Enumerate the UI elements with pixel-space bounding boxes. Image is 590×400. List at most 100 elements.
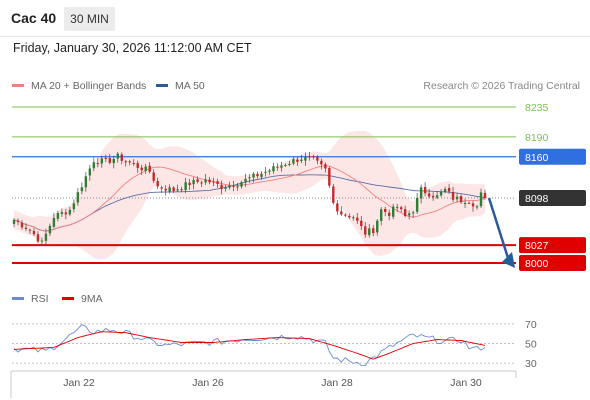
bollinger-band: [14, 131, 485, 260]
candle-body: [76, 192, 80, 203]
candle-body: [16, 220, 20, 222]
candle-body: [96, 163, 100, 165]
level-tag-8000: [519, 255, 586, 271]
candle-body: [308, 156, 311, 158]
candle-body: [423, 186, 427, 194]
candle-body: [419, 187, 423, 199]
candle-body: [479, 192, 483, 207]
candle-body: [192, 179, 195, 185]
candle-body: [164, 188, 167, 191]
level-label-8235: 8235: [525, 102, 549, 114]
candle-body: [224, 187, 227, 189]
ma20-swatch: [12, 83, 24, 87]
candle-body: [471, 203, 475, 207]
candle-body: [28, 229, 32, 231]
candle-body: [152, 172, 155, 181]
legend-rsi-label: RSI: [31, 293, 49, 305]
candle-body: [240, 182, 243, 187]
candle-body: [264, 171, 267, 173]
candle-body: [348, 215, 351, 218]
legend-ma50: MA 50: [156, 80, 205, 92]
ma50-swatch: [156, 83, 168, 87]
candle-body: [324, 164, 327, 169]
candle-body: [364, 226, 367, 235]
candle-body: [336, 203, 339, 212]
candle-body: [431, 195, 435, 198]
candle-body: [403, 209, 407, 216]
candle-body: [312, 156, 315, 158]
candle-body: [128, 161, 131, 163]
legend-ma20: MA 20 + Bollinger Bands: [12, 80, 146, 92]
candle-body: [56, 213, 60, 219]
candle-body: [24, 227, 28, 230]
candle-body: [120, 154, 123, 161]
candle-body: [284, 164, 287, 166]
candle-body: [40, 240, 44, 242]
candle-body: [395, 206, 399, 208]
candle-body: [116, 153, 119, 159]
candle-body: [88, 168, 92, 176]
forecast-arrow-shaft: [487, 197, 510, 259]
candle-body: [427, 193, 431, 197]
level-label-8000: 8000: [525, 258, 549, 270]
candle-body: [304, 157, 307, 161]
level-label-8027: 8027: [525, 240, 549, 252]
candle-body: [415, 197, 419, 212]
candle-body: [200, 182, 203, 184]
candle-body: [356, 217, 359, 221]
candle-body: [20, 222, 24, 228]
candle-body: [136, 163, 139, 168]
candle-body: [68, 209, 72, 215]
candle-body: [360, 220, 363, 227]
candle-body: [172, 187, 175, 191]
candle-body: [148, 165, 151, 172]
candle-body: [320, 160, 323, 165]
candle-body: [391, 206, 395, 217]
candle-body: [228, 185, 231, 188]
candle-body: [32, 231, 36, 235]
level-label-8098: 8098: [525, 193, 549, 205]
timeframe-tab[interactable]: 30 MIN: [64, 7, 115, 31]
candle-body: [328, 168, 331, 186]
candle-body: [280, 165, 283, 168]
level-tag-8027: [519, 237, 586, 254]
candle-body: [60, 212, 64, 214]
candle-body: [48, 225, 52, 234]
candle-body: [268, 170, 271, 172]
rsi-tick-50: 50: [525, 338, 537, 350]
candle-body: [100, 158, 104, 164]
candle-body: [52, 217, 56, 227]
candle-body: [236, 186, 239, 188]
candle-body: [463, 203, 467, 205]
candle-body: [340, 211, 343, 215]
candle-body: [132, 163, 135, 165]
candle-body: [459, 196, 463, 203]
candle-body: [372, 228, 375, 234]
candle-body: [212, 181, 215, 183]
legend-rsi: RSI: [12, 293, 49, 305]
x-tick-label: Jan 22: [63, 377, 95, 389]
forecast-arrow-head: [502, 252, 515, 268]
rsi-tick-30: 30: [525, 358, 537, 370]
candle-body: [36, 234, 40, 242]
candle-body: [252, 173, 255, 178]
candle-body: [104, 157, 108, 159]
candle-body: [292, 159, 295, 164]
candle-body: [180, 189, 183, 191]
candle-body: [84, 176, 88, 188]
ma9-swatch: [62, 296, 74, 300]
candle-body: [112, 158, 115, 164]
ma20-line: [13, 165, 486, 232]
datetime-label: Friday, January 30, 2026 11:12:00 AM CET: [13, 41, 252, 55]
level-label-8160: 8160: [525, 152, 549, 164]
candle-body: [332, 186, 335, 203]
symbol-title: Cac 40: [11, 10, 57, 26]
candle-body: [435, 195, 439, 198]
x-tick-label: Jan 30: [450, 377, 482, 389]
candle-body: [184, 182, 187, 190]
candle-body: [376, 220, 379, 233]
candle-body: [216, 181, 219, 184]
candle-body: [467, 202, 471, 204]
candle-body: [316, 156, 319, 161]
